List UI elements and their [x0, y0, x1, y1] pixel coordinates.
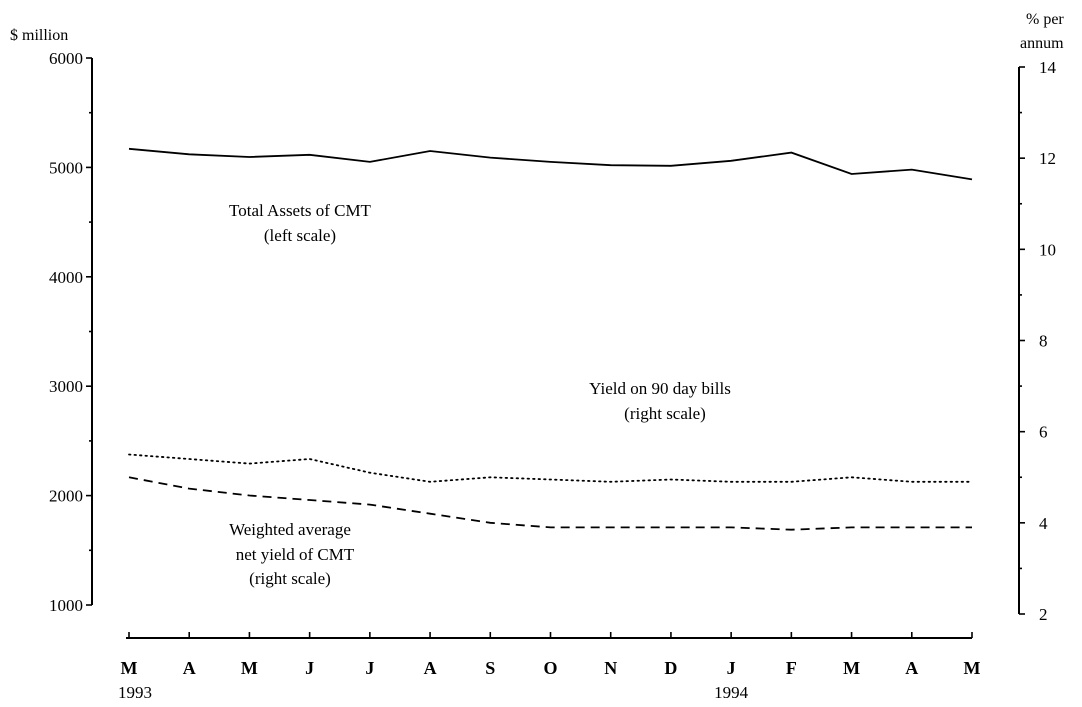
right-tick-label: 2	[1039, 605, 1048, 624]
left-axis-ticks: 1000 2000 3000 4000 5000 6000	[49, 49, 92, 615]
x-tick-label: M	[843, 658, 860, 678]
left-tick-label: 5000	[49, 158, 83, 177]
series-line-total_assets	[128, 147, 973, 181]
assets-annotation-line1: Total Assets of CMT	[229, 201, 372, 220]
right-axis-unit-label-line2: annum	[1020, 35, 1064, 52]
left-tick-label: 2000	[49, 487, 83, 506]
x-tick-label: F	[786, 658, 797, 678]
left-tick-label: 3000	[49, 377, 83, 396]
x-tick-label: A	[905, 658, 918, 678]
left-tick-label: 1000	[49, 596, 83, 615]
x-tick-label: J	[365, 658, 374, 678]
assets-annotation-line2: (left scale)	[264, 226, 336, 245]
cmt-annotation-line2: net yield of CMT	[236, 545, 355, 564]
x-tick-label: N	[604, 658, 617, 678]
left-tick-label: 4000	[49, 268, 83, 287]
cmt-annotation-line3: (right scale)	[249, 569, 331, 588]
x-tick-label: J	[305, 658, 314, 678]
x-tick-label: A	[424, 658, 437, 678]
right-tick-label: 6	[1039, 423, 1048, 442]
x-tick-label: O	[543, 658, 557, 678]
series-layer	[128, 147, 973, 531]
right-tick-label: 4	[1039, 514, 1048, 533]
x-tick-label: M	[964, 658, 981, 678]
left-axis-unit-label: $ million	[10, 27, 68, 44]
x-tick-label: S	[485, 658, 495, 678]
series-line-cmt_yield	[128, 476, 972, 531]
x-tick-label: A	[183, 658, 196, 678]
x-tick-label: M	[241, 658, 258, 678]
bills-annotation-line1: Yield on 90 day bills	[589, 379, 731, 398]
right-tick-label: 14	[1039, 58, 1057, 77]
series-line-bills_yield	[128, 453, 973, 483]
x-tick-label: J	[727, 658, 736, 678]
right-tick-label: 12	[1039, 149, 1056, 168]
x-year-label: 1993	[118, 683, 152, 702]
x-year-label: 1994	[714, 683, 749, 702]
right-tick-label: 8	[1039, 332, 1048, 351]
right-tick-label: 10	[1039, 240, 1056, 259]
x-tick-label: M	[121, 658, 138, 678]
right-axis-ticks: 2 4 6 8 10 12 14	[1019, 58, 1057, 624]
right-axis-unit-label-line1: % per	[1026, 11, 1064, 28]
x-axis-ticks: M A M J J A S O N D J F M A M 1993 1994	[118, 632, 981, 702]
cmt-annotation-line1: Weighted average	[229, 520, 351, 539]
left-tick-label: 6000	[49, 49, 83, 68]
bills-annotation-line2: (right scale)	[624, 404, 706, 423]
x-tick-label: D	[664, 658, 677, 678]
